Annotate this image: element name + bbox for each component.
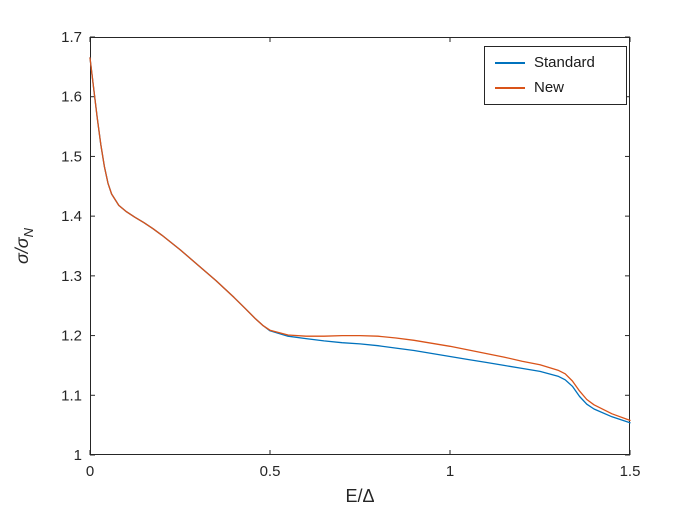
legend-item-new[interactable]: New xyxy=(495,78,616,97)
legend[interactable]: Standard New xyxy=(484,46,627,105)
x-tick-label: 0.5 xyxy=(260,463,281,480)
y-tick-label: 1.1 xyxy=(61,387,82,404)
x-tick-label: 1.5 xyxy=(620,463,641,480)
y-axis-label-subscript: N xyxy=(20,227,36,238)
legend-label-new: New xyxy=(534,78,565,96)
y-axis-label: σ/σN xyxy=(12,228,36,264)
y-tick-label: 1.6 xyxy=(61,89,82,106)
x-tick-label: 1 xyxy=(446,463,454,480)
legend-item-standard[interactable]: Standard xyxy=(495,54,616,72)
x-axis-label: E/Δ xyxy=(345,486,375,506)
legend-line-sample-standard xyxy=(495,62,525,65)
y-tick-label: 1.7 xyxy=(61,29,82,46)
series-line-new xyxy=(89,57,631,422)
legend-label-standard: Standard xyxy=(534,54,595,71)
y-axis-label-main: σ/σ xyxy=(12,237,33,265)
legend-line-sample-new xyxy=(495,86,525,89)
y-tick-label: 1.5 xyxy=(61,148,82,165)
y-tick-label: 1.4 xyxy=(61,208,82,225)
x-tick-label: 0 xyxy=(86,463,94,480)
axes-box xyxy=(90,37,630,455)
y-tick-label: 1 xyxy=(74,447,82,464)
y-tick-label: 1.3 xyxy=(61,268,82,285)
y-tick-label: 1.2 xyxy=(61,328,82,345)
